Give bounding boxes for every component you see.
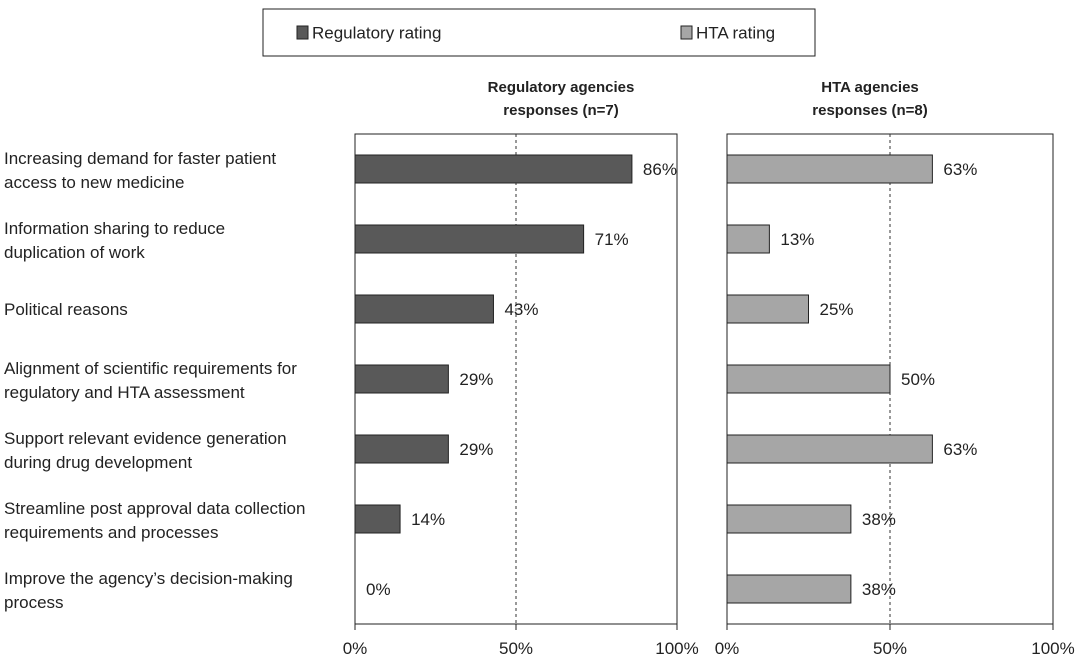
category-label: requirements and processes <box>4 523 219 542</box>
legend-swatch <box>296 25 309 40</box>
panel-title: Regulatory agencies <box>488 79 635 96</box>
data-label: 14% <box>411 510 445 529</box>
x-tick-label: 0% <box>343 639 368 658</box>
data-label: 0% <box>366 580 391 599</box>
category-label: Alignment of scientific requirements for <box>4 359 297 378</box>
bar <box>726 154 933 184</box>
data-label: 38% <box>862 580 896 599</box>
data-label: 71% <box>595 230 629 249</box>
legend-item-1: Regulatory rating <box>296 24 441 43</box>
bar <box>726 364 891 394</box>
bar <box>726 574 852 604</box>
category-label: access to new medicine <box>4 173 184 192</box>
panel-title: HTA agencies <box>821 79 919 96</box>
data-label: 29% <box>459 370 493 389</box>
bar <box>354 364 449 394</box>
category-label: Streamline post approval data collection <box>4 499 305 518</box>
data-label: 25% <box>820 300 854 319</box>
x-tick-label: 50% <box>499 639 533 658</box>
bar <box>354 154 633 184</box>
data-label: 43% <box>504 300 538 319</box>
legend-label: HTA rating <box>696 24 775 43</box>
x-tick-label: 0% <box>715 639 740 658</box>
category-labels: Increasing demand for faster patient acce… <box>4 149 305 612</box>
legend-swatch <box>680 25 693 40</box>
bar <box>726 224 770 254</box>
category-label: Political reasons <box>4 300 128 319</box>
legend: Regulatory rating HTA rating <box>296 24 775 43</box>
category-label: regulatory and HTA assessment <box>4 383 245 402</box>
data-label: 50% <box>901 370 935 389</box>
legend-box <box>262 8 816 57</box>
category-label: during drug development <box>4 453 192 472</box>
bar <box>354 224 585 254</box>
data-label: 63% <box>943 440 977 459</box>
legend-label: Regulatory rating <box>312 24 441 43</box>
panel-title: responses (n=7) <box>503 102 618 119</box>
x-tick-label: 100% <box>655 639 698 658</box>
panel-title: responses (n=8) <box>812 102 927 119</box>
data-label: 63% <box>943 160 977 179</box>
category-label: Support relevant evidence generation <box>4 429 287 448</box>
bar <box>726 434 933 464</box>
data-label: 13% <box>780 230 814 249</box>
bar <box>726 504 852 534</box>
category-label: process <box>4 593 64 612</box>
category-label: Increasing demand for faster patient <box>4 149 276 168</box>
bar <box>726 294 809 324</box>
bar <box>354 294 494 324</box>
panel-1: 0% 50% 100% 86% 71% 43% 29% 29% 14% 0% <box>343 133 699 658</box>
panel-2: 0% 50% 100% 63% 13% 25% 50% 63% 38% 38% <box>715 133 1075 658</box>
data-label: 38% <box>862 510 896 529</box>
bar <box>354 504 401 534</box>
data-label: 29% <box>459 440 493 459</box>
legend-item-2: HTA rating <box>680 24 775 43</box>
plot-panels: 0% 50% 100% 86% 71% 43% 29% 29% 14% 0% 0% 50% 100% 63… <box>343 133 1075 658</box>
panel-titles: Regulatory agencies responses (n=7) HTA ag… <box>488 79 928 119</box>
x-tick-label: 100% <box>1031 639 1074 658</box>
x-tick-label: 50% <box>873 639 907 658</box>
category-label: Information sharing to reduce <box>4 219 225 238</box>
category-label: Improve the agency’s decision-making <box>4 569 293 588</box>
data-label: 86% <box>643 160 677 179</box>
bar <box>354 434 449 464</box>
category-label: duplication of work <box>4 243 145 262</box>
